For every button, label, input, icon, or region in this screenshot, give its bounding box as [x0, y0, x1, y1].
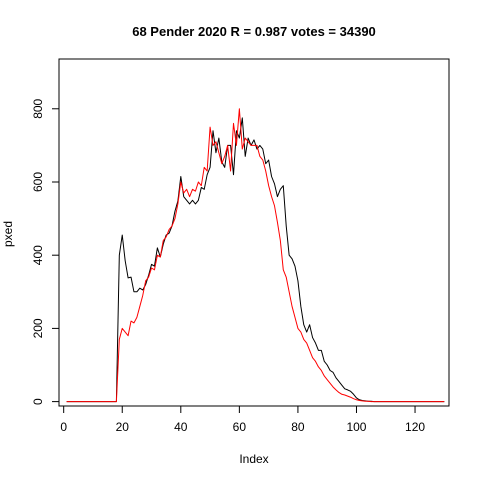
y-tick-label: 800 — [31, 98, 45, 118]
series-layer — [66, 108, 445, 403]
y-tick-label: 400 — [31, 245, 45, 265]
x-tick-label: 60 — [233, 420, 247, 434]
y-tick-label: 200 — [31, 318, 45, 338]
chart-title: 68 Pender 2020 R = 0.987 votes = 34390 — [132, 24, 376, 39]
x-axis: 0 20 40 60 80 100 120 — [60, 405, 425, 434]
series-line-black — [66, 117, 445, 403]
x-tick-label: 20 — [116, 420, 130, 434]
x-tick-label: 80 — [291, 420, 305, 434]
x-tick-label: 40 — [174, 420, 188, 434]
x-tick-label: 0 — [60, 420, 67, 434]
y-tick-label: 600 — [31, 172, 45, 192]
y-tick-label: 0 — [31, 398, 45, 405]
x-axis-label: Index — [239, 452, 268, 466]
y-axis: 0 200 400 600 800 — [31, 98, 60, 405]
y-axis-label: pxed — [1, 221, 15, 247]
x-tick-label: 100 — [346, 420, 366, 434]
series-line-red — [66, 108, 445, 403]
x-tick-label: 120 — [405, 420, 425, 434]
